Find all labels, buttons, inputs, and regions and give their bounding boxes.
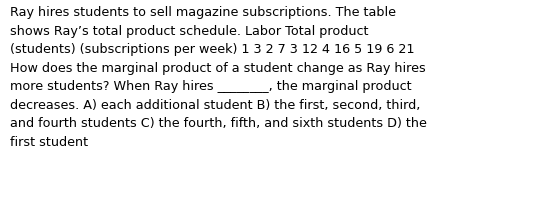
Text: Ray hires students to sell magazine subscriptions. The table
shows Ray’s total p: Ray hires students to sell magazine subs…: [10, 6, 427, 149]
